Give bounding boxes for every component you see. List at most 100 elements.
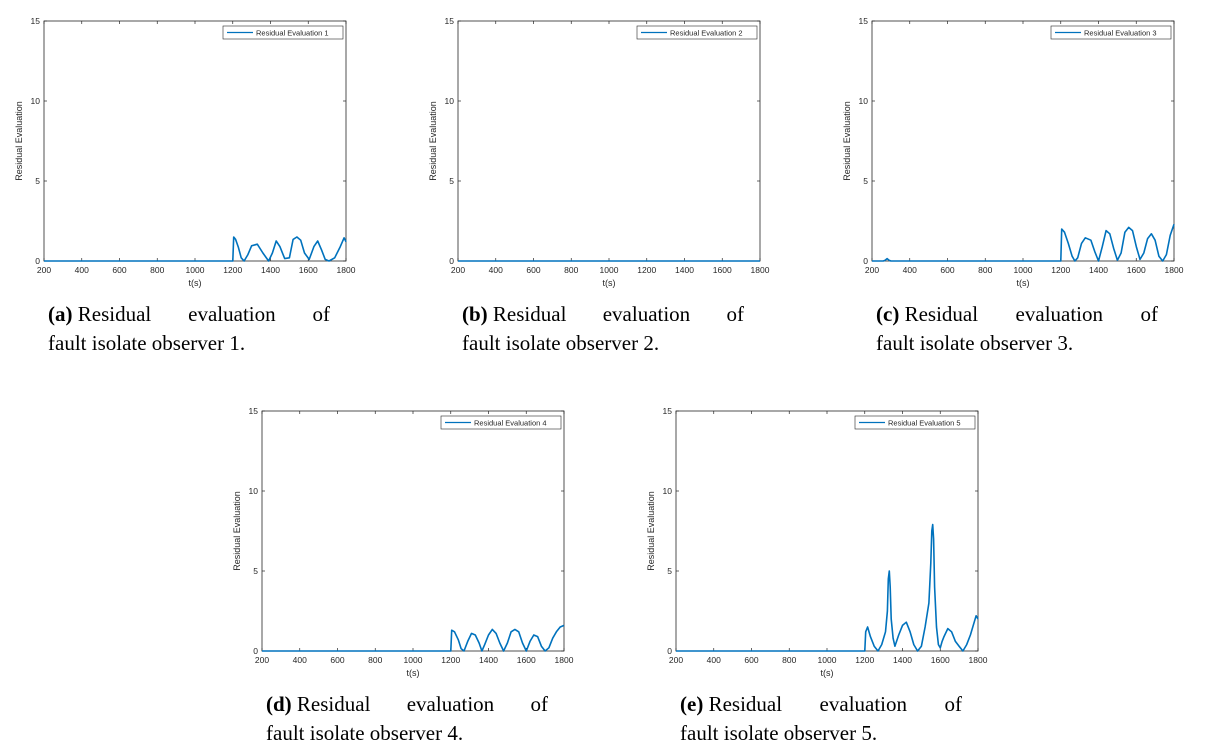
chart-a: 200 400 600 800 1000 1200 1400 1600 1800 0 5 10 15 t(… — [14, 16, 356, 288]
x-tick-label: 800 — [782, 655, 796, 665]
x-tick-label: 1600 — [713, 265, 732, 275]
x-tick-label: 1600 — [931, 655, 950, 665]
caption-label: (b) — [462, 302, 488, 326]
caption-b: (b) Residual evaluation of fault isolate… — [462, 300, 744, 358]
y-axis-label: Residual Evaluation — [232, 491, 242, 571]
series-line — [872, 223, 1175, 262]
x-tick-label: 1200 — [637, 265, 656, 275]
x-tick-label: 1400 — [261, 265, 280, 275]
x-tick-label: 400 — [489, 265, 503, 275]
x-tick-label: 1000 — [404, 655, 423, 665]
x-tick-label: 1400 — [479, 655, 498, 665]
caption-word: Residual — [77, 302, 152, 326]
caption-a: (a) Residual evaluation of fault isolate… — [48, 300, 330, 358]
caption-word: evaluation — [1015, 302, 1104, 326]
subfigure-d: 200 400 600 800 1000 1200 1400 1600 1800 0 5 10 15 t(… — [218, 390, 618, 753]
x-tick-label: 1200 — [1051, 265, 1070, 275]
x-tick-label: 200 — [865, 265, 879, 275]
caption-label: (a) — [48, 302, 73, 326]
x-tick-label: 800 — [978, 265, 992, 275]
x-axis-label: t(s) — [603, 278, 616, 288]
x-tick-label: 600 — [112, 265, 126, 275]
caption-d: (d) Residual evaluation of fault isolate… — [266, 690, 548, 748]
x-tick-label: 1600 — [299, 265, 318, 275]
x-axis-label: t(s) — [407, 668, 420, 678]
caption-label: (c) — [876, 302, 900, 326]
y-tick-label: 10 — [249, 486, 259, 496]
y-axis-label: Residual Evaluation — [842, 101, 852, 181]
x-tick-label: 1800 — [751, 265, 770, 275]
x-axis-label: t(s) — [1017, 278, 1030, 288]
y-tick-label: 15 — [31, 16, 41, 26]
x-tick-label: 1000 — [600, 265, 619, 275]
caption-word: evaluation — [188, 302, 276, 326]
subfigure-c: 200 400 600 800 1000 1200 1400 1600 1800 0 5 10 15 t(… — [828, 0, 1211, 370]
x-tick-label: 200 — [669, 655, 683, 665]
x-tick-label: 800 — [368, 655, 382, 665]
caption-word: of — [530, 692, 548, 716]
y-axis-label: Residual Evaluation — [646, 491, 656, 571]
legend-entry: Residual Evaluation 2 — [670, 29, 743, 38]
x-tick-label: 600 — [330, 655, 344, 665]
y-axis-label: Residual Evaluation — [428, 101, 438, 181]
caption-word: Residual — [492, 302, 567, 326]
legend-box — [1050, 25, 1172, 40]
x-tick-label: 200 — [451, 265, 465, 275]
caption-line2: fault isolate observer 5. — [680, 721, 878, 745]
legend-entry: Residual Evaluation 3 — [1084, 29, 1157, 38]
y-tick-label: 10 — [31, 96, 41, 106]
y-tick-label: 5 — [449, 176, 454, 186]
x-tick-label: 200 — [255, 655, 269, 665]
series-line — [676, 523, 979, 652]
y-tick-label: 15 — [445, 16, 455, 26]
caption-line2: fault isolate observer 2. — [462, 331, 660, 355]
subfigure-e: 200 400 600 800 1000 1200 1400 1600 1800 0 5 10 15 t(… — [632, 390, 1032, 753]
plot-area — [261, 410, 565, 652]
caption-word: of — [1140, 302, 1159, 326]
x-tick-label: 1600 — [1127, 265, 1146, 275]
x-tick-label: 1400 — [893, 655, 912, 665]
legend-entry: Residual Evaluation 1 — [256, 29, 329, 38]
x-axis-label: t(s) — [189, 278, 202, 288]
chart-b: 200 400 600 800 1000 1200 1400 1600 1800 0 5 10 15 t(… — [428, 16, 770, 288]
x-tick-label: 1800 — [1165, 265, 1184, 275]
x-tick-label: 1000 — [818, 655, 837, 665]
legend-entry: Residual Evaluation 5 — [888, 419, 961, 428]
caption-word: of — [312, 302, 331, 326]
x-tick-label: 1200 — [441, 655, 460, 665]
legend-box — [636, 25, 758, 40]
x-tick-label: 1800 — [555, 655, 574, 665]
caption-word: Residual — [296, 692, 371, 716]
y-tick-label: 10 — [859, 96, 869, 106]
x-tick-label: 1800 — [969, 655, 988, 665]
x-tick-label: 1600 — [517, 655, 536, 665]
y-tick-label: 0 — [863, 256, 868, 266]
x-tick-label: 1800 — [337, 265, 356, 275]
x-tick-label: 400 — [903, 265, 917, 275]
caption-word: Residual — [904, 302, 979, 326]
y-tick-label: 0 — [253, 646, 258, 656]
x-tick-label: 400 — [293, 655, 307, 665]
x-tick-label: 1200 — [855, 655, 874, 665]
y-tick-label: 5 — [35, 176, 40, 186]
caption-line2: fault isolate observer 1. — [48, 331, 246, 355]
x-tick-label: 800 — [150, 265, 164, 275]
x-tick-label: 1000 — [1014, 265, 1033, 275]
series-line — [262, 624, 565, 652]
caption-c: (c) Residual evaluation of fault isolate… — [876, 300, 1158, 358]
caption-word: evaluation — [819, 692, 908, 716]
y-tick-label: 15 — [859, 16, 869, 26]
x-tick-label: 400 — [707, 655, 721, 665]
y-tick-label: 15 — [663, 406, 673, 416]
y-tick-label: 0 — [667, 646, 672, 656]
x-tick-label: 1400 — [675, 265, 694, 275]
plot-area — [457, 20, 761, 262]
x-tick-label: 200 — [37, 265, 51, 275]
y-tick-label: 5 — [667, 566, 672, 576]
x-tick-label: 400 — [75, 265, 89, 275]
chart-c: 200 400 600 800 1000 1200 1400 1600 1800 0 5 10 15 t(… — [842, 16, 1184, 288]
y-tick-label: 10 — [663, 486, 673, 496]
caption-e: (e) Residual evaluation of fault isolate… — [680, 690, 962, 748]
caption-word: of — [944, 692, 963, 716]
caption-word: Residual — [708, 692, 783, 716]
